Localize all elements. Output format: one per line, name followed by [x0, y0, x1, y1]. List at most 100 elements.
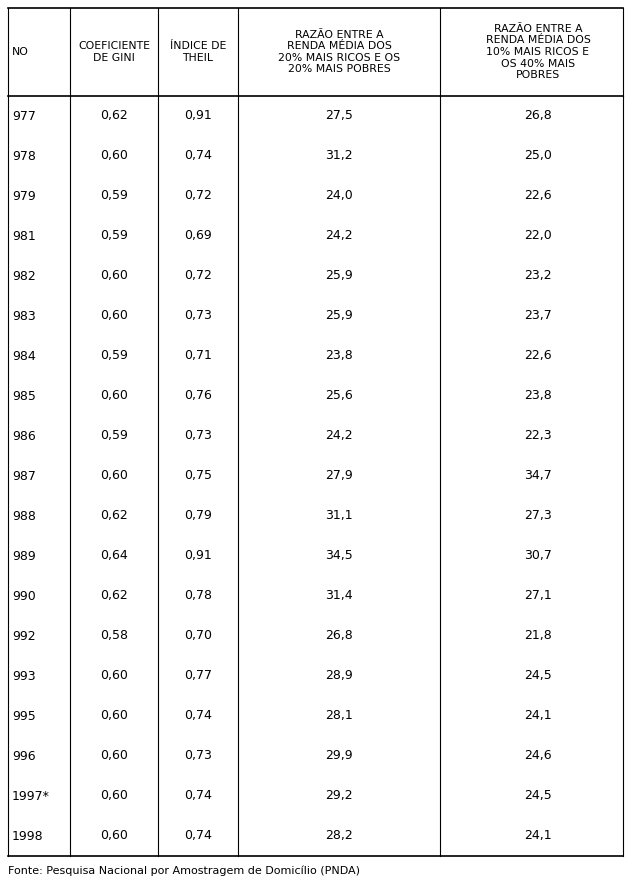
Text: 0,59: 0,59 — [100, 189, 128, 202]
Text: 0,91: 0,91 — [184, 550, 212, 562]
Text: 0,71: 0,71 — [184, 349, 212, 362]
Text: 31,1: 31,1 — [325, 509, 353, 522]
Text: 0,60: 0,60 — [100, 789, 128, 803]
Text: 0,79: 0,79 — [184, 509, 212, 522]
Text: 29,2: 29,2 — [325, 789, 353, 803]
Text: 0,59: 0,59 — [100, 230, 128, 242]
Text: 983: 983 — [12, 309, 36, 323]
Text: 26,8: 26,8 — [325, 629, 353, 643]
Text: 0,75: 0,75 — [184, 469, 212, 483]
Text: 26,8: 26,8 — [524, 110, 552, 123]
Text: 0,73: 0,73 — [184, 750, 212, 763]
Text: 1997*: 1997* — [12, 789, 50, 803]
Text: Fonte: Pesquisa Nacional por Amostragem de Domicílio (PNDA): Fonte: Pesquisa Nacional por Amostragem … — [8, 866, 360, 877]
Text: 24,1: 24,1 — [524, 710, 552, 722]
Text: 27,9: 27,9 — [325, 469, 353, 483]
Text: 22,0: 22,0 — [524, 230, 552, 242]
Text: 24,1: 24,1 — [524, 829, 552, 842]
Text: 28,9: 28,9 — [325, 669, 353, 682]
Text: 0,69: 0,69 — [184, 230, 212, 242]
Text: 23,2: 23,2 — [524, 270, 552, 283]
Text: 0,60: 0,60 — [100, 469, 128, 483]
Text: 0,58: 0,58 — [100, 629, 128, 643]
Text: 21,8: 21,8 — [524, 629, 552, 643]
Text: 978: 978 — [12, 149, 36, 163]
Text: 987: 987 — [12, 469, 36, 483]
Text: 27,1: 27,1 — [524, 590, 552, 603]
Text: 0,73: 0,73 — [184, 430, 212, 443]
Text: 25,0: 25,0 — [524, 149, 552, 163]
Text: 23,8: 23,8 — [325, 349, 353, 362]
Text: 979: 979 — [12, 189, 36, 202]
Text: 30,7: 30,7 — [524, 550, 552, 562]
Text: 22,6: 22,6 — [524, 349, 552, 362]
Text: 0,62: 0,62 — [100, 590, 128, 603]
Text: 34,5: 34,5 — [325, 550, 353, 562]
Text: 24,5: 24,5 — [524, 669, 552, 682]
Text: 29,9: 29,9 — [325, 750, 353, 763]
Text: 982: 982 — [12, 270, 36, 283]
Text: 992: 992 — [12, 629, 35, 643]
Text: 27,3: 27,3 — [524, 509, 552, 522]
Text: 990: 990 — [12, 590, 36, 603]
Text: 0,60: 0,60 — [100, 829, 128, 842]
Text: 24,6: 24,6 — [524, 750, 552, 763]
Text: 24,5: 24,5 — [524, 789, 552, 803]
Text: 0,59: 0,59 — [100, 349, 128, 362]
Text: 995: 995 — [12, 710, 36, 722]
Text: 981: 981 — [12, 230, 36, 242]
Text: COEFICIENTE
DE GINI: COEFICIENTE DE GINI — [78, 42, 150, 63]
Text: 989: 989 — [12, 550, 36, 562]
Text: 0,78: 0,78 — [184, 590, 212, 603]
Text: 24,0: 24,0 — [325, 189, 353, 202]
Text: 0,74: 0,74 — [184, 149, 212, 163]
Text: 28,2: 28,2 — [325, 829, 353, 842]
Text: 34,7: 34,7 — [524, 469, 552, 483]
Text: 0,76: 0,76 — [184, 390, 212, 402]
Text: 24,2: 24,2 — [325, 230, 353, 242]
Text: 0,59: 0,59 — [100, 430, 128, 443]
Text: 984: 984 — [12, 349, 36, 362]
Text: RAZÃO ENTRE A
RENDA MÉDIA DOS
20% MAIS RICOS E OS
20% MAIS POBRES: RAZÃO ENTRE A RENDA MÉDIA DOS 20% MAIS R… — [278, 29, 400, 74]
Text: 0,74: 0,74 — [184, 829, 212, 842]
Text: 0,60: 0,60 — [100, 710, 128, 722]
Text: 0,91: 0,91 — [184, 110, 212, 123]
Text: 986: 986 — [12, 430, 36, 443]
Text: ÍNDICE DE
THEIL: ÍNDICE DE THEIL — [170, 42, 226, 63]
Text: RAZÃO ENTRE A
RENDA MÉDIA DOS
10% MAIS RICOS E
OS 40% MAIS
POBRES: RAZÃO ENTRE A RENDA MÉDIA DOS 10% MAIS R… — [486, 24, 591, 80]
Text: 25,6: 25,6 — [325, 390, 353, 402]
Text: 27,5: 27,5 — [325, 110, 353, 123]
Text: 25,9: 25,9 — [325, 309, 353, 323]
Text: 0,60: 0,60 — [100, 390, 128, 402]
Text: 0,77: 0,77 — [184, 669, 212, 682]
Text: 0,74: 0,74 — [184, 789, 212, 803]
Text: 993: 993 — [12, 669, 35, 682]
Text: 0,60: 0,60 — [100, 270, 128, 283]
Text: 1998: 1998 — [12, 829, 44, 842]
Text: 996: 996 — [12, 750, 35, 763]
Text: 0,72: 0,72 — [184, 270, 212, 283]
Text: 23,7: 23,7 — [524, 309, 552, 323]
Text: 0,60: 0,60 — [100, 669, 128, 682]
Text: 24,2: 24,2 — [325, 430, 353, 443]
Text: 22,3: 22,3 — [524, 430, 552, 443]
Text: 0,70: 0,70 — [184, 629, 212, 643]
Text: 0,60: 0,60 — [100, 149, 128, 163]
Text: 0,62: 0,62 — [100, 509, 128, 522]
Text: 28,1: 28,1 — [325, 710, 353, 722]
Text: 0,62: 0,62 — [100, 110, 128, 123]
Text: 0,72: 0,72 — [184, 189, 212, 202]
Text: 23,8: 23,8 — [524, 390, 552, 402]
Text: 0,60: 0,60 — [100, 309, 128, 323]
Text: NO: NO — [12, 47, 29, 57]
Text: 985: 985 — [12, 390, 36, 402]
Text: 977: 977 — [12, 110, 36, 123]
Text: 0,64: 0,64 — [100, 550, 128, 562]
Text: 0,74: 0,74 — [184, 710, 212, 722]
Text: 31,2: 31,2 — [325, 149, 353, 163]
Text: 22,6: 22,6 — [524, 189, 552, 202]
Text: 31,4: 31,4 — [325, 590, 353, 603]
Text: 0,60: 0,60 — [100, 750, 128, 763]
Text: 25,9: 25,9 — [325, 270, 353, 283]
Text: 0,73: 0,73 — [184, 309, 212, 323]
